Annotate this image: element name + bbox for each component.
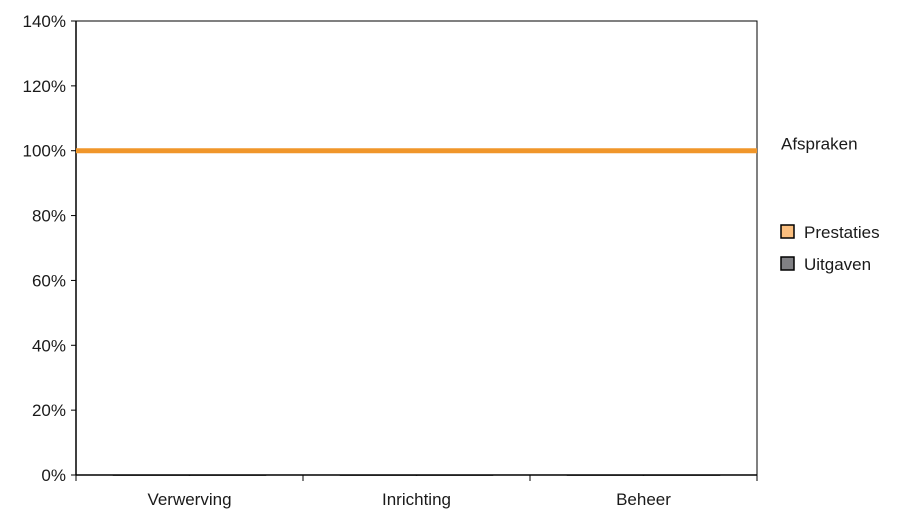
x-tick-label: Verwerving (147, 490, 231, 509)
x-axis-ticks: Verwerving Inrichting Beheer (75, 475, 758, 509)
axes (75, 20, 758, 476)
reference-line-label: Afspraken (781, 135, 858, 154)
legend-label-uitgaven: Uitgaven (804, 255, 871, 274)
y-tick-label: 0% (41, 466, 66, 485)
legend-swatch-prestaties (780, 224, 795, 239)
reference-line-group: Afspraken (76, 135, 858, 154)
y-tick-label: 80% (32, 207, 66, 226)
y-tick-label: 40% (32, 336, 66, 355)
legend-swatch-uitgaven (780, 256, 795, 271)
y-tick-label: 140% (23, 12, 66, 31)
legend-label-prestaties: Prestaties (804, 223, 880, 242)
y-tick-label: 120% (23, 77, 66, 96)
x-tick-label: Inrichting (382, 490, 451, 509)
plot-area (75, 20, 758, 476)
y-tick-label: 60% (32, 271, 66, 290)
y-axis-ticks: 0% 20% 40% 60% 80% 100% 120% 140% (23, 12, 76, 485)
x-tick-label: Beheer (616, 490, 671, 509)
y-tick-label: 100% (23, 142, 66, 161)
legend: Prestaties Uitgaven (780, 223, 880, 274)
y-tick-label: 20% (32, 401, 66, 420)
